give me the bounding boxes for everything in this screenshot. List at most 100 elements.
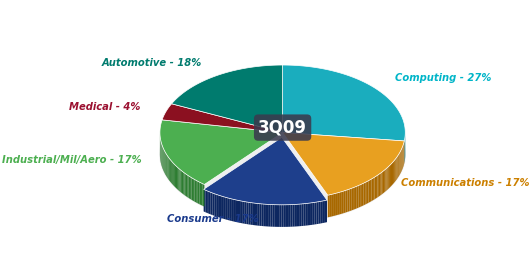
Polygon shape [201,183,203,206]
Polygon shape [308,203,310,225]
Polygon shape [173,163,174,186]
Polygon shape [314,202,317,224]
Text: Computing - 27%: Computing - 27% [395,73,491,83]
Polygon shape [216,194,218,217]
Polygon shape [288,205,290,227]
Polygon shape [200,182,201,205]
Polygon shape [389,165,390,188]
Polygon shape [270,205,272,227]
Polygon shape [266,204,268,227]
Polygon shape [240,201,242,223]
Polygon shape [246,202,248,224]
Polygon shape [176,166,177,189]
Polygon shape [359,185,360,207]
Text: Automotive - 18%: Automotive - 18% [102,58,202,68]
Polygon shape [336,193,338,215]
Polygon shape [383,170,384,193]
Polygon shape [181,170,182,193]
Polygon shape [351,188,353,210]
Polygon shape [209,192,211,214]
Polygon shape [168,157,169,180]
Polygon shape [293,205,295,227]
Polygon shape [230,198,232,221]
Polygon shape [353,187,355,210]
Polygon shape [301,204,304,226]
Text: Consumer - 17%: Consumer - 17% [167,214,259,224]
Polygon shape [362,183,363,206]
Polygon shape [380,173,381,196]
Polygon shape [183,172,185,195]
Polygon shape [355,186,356,209]
Polygon shape [175,165,176,188]
Polygon shape [388,166,389,189]
Polygon shape [160,120,282,184]
Polygon shape [379,173,380,196]
Polygon shape [257,204,260,226]
Polygon shape [195,179,196,202]
Polygon shape [363,182,365,205]
Polygon shape [365,182,367,205]
Polygon shape [212,193,214,216]
Polygon shape [393,161,394,184]
Polygon shape [330,194,332,217]
Polygon shape [244,202,246,224]
Polygon shape [186,174,187,197]
Polygon shape [228,198,230,220]
Polygon shape [295,204,297,227]
Text: Medical - 4%: Medical - 4% [69,102,140,112]
Polygon shape [387,167,388,191]
Polygon shape [395,159,396,182]
Polygon shape [299,204,301,226]
Polygon shape [282,65,405,141]
Polygon shape [172,65,282,132]
Polygon shape [170,159,171,183]
Polygon shape [290,205,293,227]
Polygon shape [396,156,397,180]
Polygon shape [262,204,264,226]
Polygon shape [187,175,189,198]
Polygon shape [177,167,178,190]
Polygon shape [272,205,275,227]
Polygon shape [196,180,198,203]
Polygon shape [214,194,216,217]
Polygon shape [167,155,168,178]
Polygon shape [238,200,240,223]
Polygon shape [236,200,238,222]
Polygon shape [398,154,399,177]
Polygon shape [347,189,350,212]
Polygon shape [172,162,173,185]
Polygon shape [344,190,346,213]
Polygon shape [346,190,347,213]
Polygon shape [162,104,282,132]
Polygon shape [222,196,224,219]
Polygon shape [190,177,192,200]
Polygon shape [192,178,193,201]
Polygon shape [255,203,257,226]
Polygon shape [342,191,344,214]
Polygon shape [166,154,167,177]
Polygon shape [376,175,378,198]
Polygon shape [373,177,375,200]
Polygon shape [312,202,314,225]
Polygon shape [220,196,222,218]
Polygon shape [328,195,330,217]
Polygon shape [397,155,398,178]
Polygon shape [332,194,334,217]
Polygon shape [179,169,181,192]
Polygon shape [319,201,321,224]
Polygon shape [310,203,312,225]
Polygon shape [234,200,236,222]
Polygon shape [306,203,308,226]
Polygon shape [321,201,323,223]
Polygon shape [360,184,362,207]
Polygon shape [178,168,179,191]
Polygon shape [284,205,286,227]
Polygon shape [371,178,373,201]
Polygon shape [232,199,234,222]
Polygon shape [367,181,369,204]
Polygon shape [242,201,244,224]
Polygon shape [207,191,209,214]
Polygon shape [279,205,281,227]
Polygon shape [297,204,299,226]
Polygon shape [390,164,391,187]
